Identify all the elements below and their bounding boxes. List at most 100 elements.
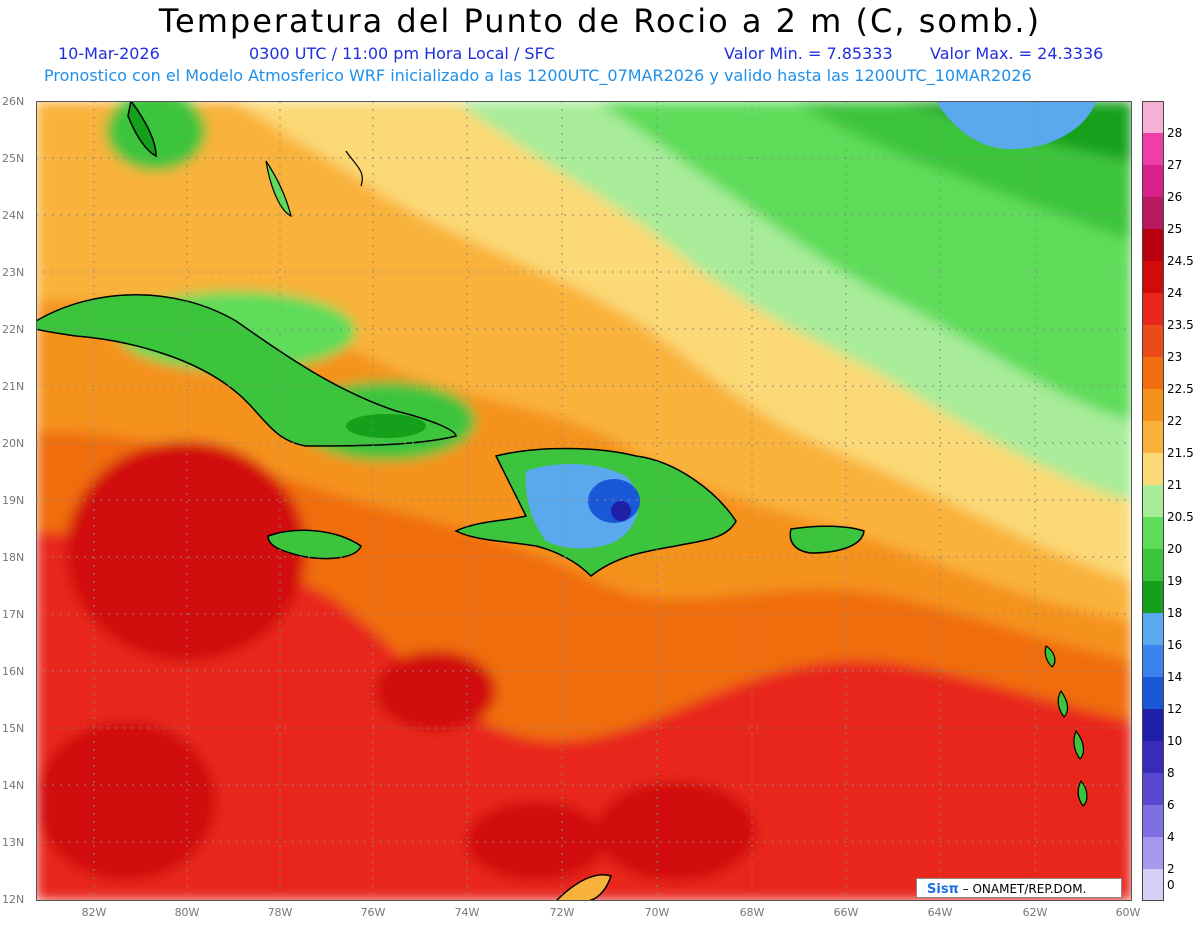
graticule	[36, 101, 1132, 901]
cuba	[36, 294, 457, 447]
colorbar-label: 22	[1167, 414, 1183, 428]
colorbar-swatch	[1142, 453, 1164, 486]
latitude-label: 13N	[2, 836, 25, 849]
colorbar-frame	[1142, 101, 1164, 901]
latitude-label: 25N	[2, 152, 25, 165]
colorbar-label: 14	[1167, 670, 1183, 684]
dewpoint-map	[36, 101, 1132, 901]
colorbar-label: 21	[1167, 478, 1183, 492]
colorbar-label: 22.5	[1167, 382, 1194, 396]
colorbar-swatch	[1142, 485, 1164, 518]
colorbar-swatch	[1142, 133, 1164, 166]
colorbar	[1142, 101, 1164, 901]
colorbar-swatch	[1142, 293, 1164, 326]
longitude-label: 70W	[644, 906, 670, 919]
colorbar-swatch	[1142, 197, 1164, 230]
latitude-label: 23N	[2, 266, 25, 279]
latitude-label: 21N	[2, 380, 25, 393]
longitude-label: 64W	[927, 906, 953, 919]
colorbar-swatch	[1142, 261, 1164, 294]
latitude-label: 14N	[2, 779, 25, 792]
cuba-east-area	[346, 414, 426, 438]
colorbar-swatch	[1142, 325, 1164, 358]
latitude-label: 24N	[2, 209, 25, 222]
colorbar-swatch	[1142, 581, 1164, 614]
model-info: Pronostico con el Modelo Atmosferico WRF…	[44, 66, 1032, 85]
colorbar-swatch	[1142, 773, 1164, 806]
florida	[127, 101, 157, 158]
puerto-rico	[789, 525, 865, 554]
sispi-logo: Sisπ	[927, 882, 959, 897]
dewpoint-minimum-core	[611, 501, 631, 521]
colorbar-label: 23	[1167, 350, 1183, 364]
latitude-label: 20N	[2, 437, 25, 450]
max-value: Valor Max. = 24.3336	[930, 44, 1104, 63]
colorbar-label: 8	[1167, 766, 1175, 780]
martinique	[1057, 689, 1069, 718]
min-value: Valor Min. = 7.85333	[724, 44, 893, 63]
latitude-label: 19N	[2, 494, 25, 507]
colorbar-label: 4	[1167, 830, 1175, 844]
colorbar-label: 0	[1167, 878, 1175, 892]
colorbar-swatch	[1142, 517, 1164, 550]
colorbar-label: 19	[1167, 574, 1183, 588]
colorbar-label: 27	[1167, 158, 1183, 172]
latitude-label: 15N	[2, 722, 25, 735]
colorbar-swatch	[1142, 837, 1164, 870]
colorbar-swatch	[1142, 613, 1164, 646]
colorbar-label: 6	[1167, 798, 1175, 812]
longitude-label: 80W	[174, 906, 200, 919]
south-america-coast	[554, 874, 612, 901]
colorbar-label: 16	[1167, 638, 1183, 652]
longitude-label: 68W	[739, 906, 765, 919]
longitude-label: 66W	[833, 906, 859, 919]
colorbar-swatch	[1142, 741, 1164, 774]
colorbar-swatch	[1142, 389, 1164, 422]
map-title: Temperatura del Punto de Rocio a 2 m (C,…	[158, 2, 1042, 40]
st-vincent	[1077, 779, 1088, 807]
colorbar-label: 18	[1167, 606, 1183, 620]
colorbar-swatch	[1142, 805, 1164, 838]
colorbar-swatch	[1142, 645, 1164, 678]
longitude-label: 62W	[1022, 906, 1048, 919]
colorbar-label: 2	[1167, 862, 1175, 876]
colorbar-swatch	[1142, 677, 1164, 710]
colorbar-label: 28	[1167, 126, 1183, 140]
latitude-label: 17N	[2, 608, 25, 621]
latitude-label: 12N	[2, 893, 25, 906]
ocean-low-dewpoint	[936, 101, 1096, 150]
longitude-label: 76W	[360, 906, 386, 919]
longitude-label: 72W	[549, 906, 575, 919]
longitude-label: 82W	[81, 906, 107, 919]
latitude-label: 16N	[2, 665, 25, 678]
valid-time: 0300 UTC / 11:00 pm Hora Local / SFC	[249, 44, 555, 63]
colorbar-swatch	[1142, 549, 1164, 582]
colorbar-label: 20.5	[1167, 510, 1194, 524]
longitude-label: 78W	[267, 906, 293, 919]
map-frame	[36, 101, 1132, 901]
credit-box: Sisπ – ONAMET/REP.DOM.	[916, 878, 1122, 898]
colorbar-swatch	[1142, 421, 1164, 454]
colorbar-label: 20	[1167, 542, 1183, 556]
colorbar-label: 24.5	[1167, 254, 1194, 268]
colorbar-label: 21.5	[1167, 446, 1194, 460]
colorbar-swatch	[1142, 709, 1164, 742]
bahamas	[265, 160, 292, 218]
colorbar-swatch	[1142, 165, 1164, 198]
colorbar-label: 24	[1167, 286, 1183, 300]
bahamas-coast	[345, 150, 363, 187]
latitude-label: 22N	[2, 323, 25, 336]
longitude-label: 60W	[1115, 906, 1141, 919]
colorbar-label: 23.5	[1167, 318, 1194, 332]
colorbar-swatch	[1142, 229, 1164, 262]
latitude-label: 18N	[2, 551, 25, 564]
colorbar-swatch	[1142, 869, 1164, 901]
guadeloupe	[1044, 645, 1056, 668]
latitude-label: 26N	[2, 95, 25, 108]
st-lucia	[1073, 729, 1085, 760]
colorbar-label: 26	[1167, 190, 1183, 204]
colorbar-label: 25	[1167, 222, 1183, 236]
longitude-label: 74W	[454, 906, 480, 919]
colorbar-label: 10	[1167, 734, 1183, 748]
colorbar-label: 12	[1167, 702, 1183, 716]
